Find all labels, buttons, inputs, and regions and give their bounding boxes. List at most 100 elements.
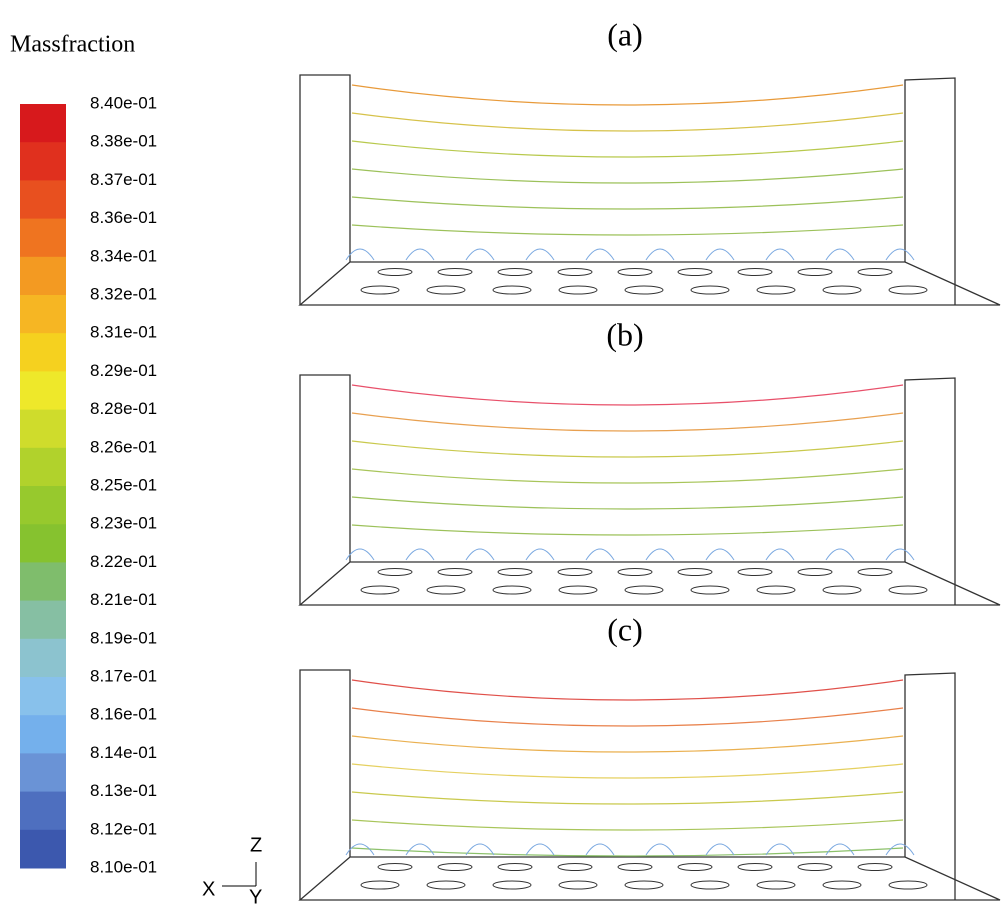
color-band	[20, 600, 66, 640]
hole	[690, 285, 730, 295]
contour-line	[351, 707, 904, 727]
contour-line	[351, 524, 904, 536]
hole	[617, 268, 653, 276]
contour-line	[765, 843, 795, 856]
color-band	[20, 753, 66, 793]
contour-line	[351, 224, 904, 236]
legend-label: 8.26e-01	[90, 437, 157, 456]
contour-line	[585, 548, 615, 561]
contour-line	[351, 819, 904, 831]
hole	[857, 863, 893, 871]
contour-line	[825, 548, 855, 561]
legend-label: 8.14e-01	[90, 743, 157, 762]
hole	[797, 568, 833, 576]
hole	[492, 285, 532, 295]
hole	[437, 268, 473, 276]
color-band	[20, 371, 66, 411]
hole	[888, 880, 928, 890]
hole	[677, 863, 713, 871]
hole	[822, 585, 862, 595]
contour-line	[885, 248, 915, 261]
contour-line	[825, 248, 855, 261]
hole	[360, 585, 400, 595]
panel: (c)	[298, 611, 1001, 901]
contour-line	[885, 548, 915, 561]
color-band	[20, 486, 66, 525]
color-band	[20, 715, 66, 754]
hole	[737, 568, 773, 576]
contour-line	[345, 843, 375, 856]
contour-line	[525, 843, 555, 856]
contour-line	[345, 548, 375, 561]
contour-line	[765, 248, 795, 261]
floor	[298, 561, 1001, 606]
hole	[822, 285, 862, 295]
hole	[492, 585, 532, 595]
hole	[497, 863, 533, 871]
contour-line	[351, 196, 904, 210]
legend-label: 8.21e-01	[90, 590, 157, 609]
axis-label: Y	[249, 886, 262, 906]
contour-line	[645, 843, 675, 856]
hole	[558, 880, 598, 890]
color-band	[20, 524, 66, 563]
hole	[617, 863, 653, 871]
hole	[624, 880, 664, 890]
contour-line	[765, 548, 795, 561]
contour-line	[645, 248, 675, 261]
hole	[377, 568, 413, 576]
hole	[737, 863, 773, 871]
panel: (a)	[298, 16, 1001, 306]
contour-line	[405, 843, 435, 856]
hole	[737, 268, 773, 276]
hole	[497, 268, 533, 276]
color-band	[20, 638, 66, 678]
color-band	[20, 180, 66, 220]
right-wall	[904, 77, 956, 305]
hole	[624, 285, 664, 295]
color-band	[20, 333, 66, 372]
hole	[497, 568, 533, 576]
panel: (b)	[298, 316, 1001, 606]
contour-line	[345, 248, 375, 261]
contour-line	[351, 112, 904, 132]
left-wall	[299, 669, 351, 900]
color-band	[20, 104, 66, 143]
hole	[857, 568, 893, 576]
contour-line	[525, 548, 555, 561]
hole	[437, 863, 473, 871]
legend-label: 8.34e-01	[90, 246, 157, 265]
hole	[756, 585, 796, 595]
color-band	[20, 562, 66, 602]
contour-line	[351, 496, 904, 510]
contour-line	[351, 679, 904, 701]
hole	[797, 863, 833, 871]
contour-line	[705, 248, 735, 261]
hole	[677, 568, 713, 576]
legend-label: 8.17e-01	[90, 666, 157, 685]
hole	[426, 285, 466, 295]
colorbar: 8.40e-01 8.38e-01 8.37e-01 8.36e-01 8.34e-01…	[20, 93, 157, 876]
contour-line	[465, 248, 495, 261]
color-band	[20, 677, 66, 716]
color-band	[20, 791, 66, 831]
color-band	[20, 409, 66, 449]
hole	[888, 585, 928, 595]
panel-label: (a)	[607, 16, 643, 52]
contour-line	[585, 843, 615, 856]
contour-line	[465, 548, 495, 561]
color-band	[20, 256, 66, 296]
hole	[360, 285, 400, 295]
contour-line	[525, 248, 555, 261]
legend-label: 8.29e-01	[90, 361, 157, 380]
panels: (a) (b) (c)	[298, 16, 1001, 901]
left-wall	[299, 374, 351, 605]
contour-line	[885, 843, 915, 856]
hole	[557, 268, 593, 276]
legend-title: Massfraction	[10, 32, 135, 58]
hole	[558, 285, 598, 295]
hole	[426, 585, 466, 595]
hole	[756, 285, 796, 295]
hole	[617, 568, 653, 576]
legend-label: 8.38e-01	[90, 132, 157, 151]
